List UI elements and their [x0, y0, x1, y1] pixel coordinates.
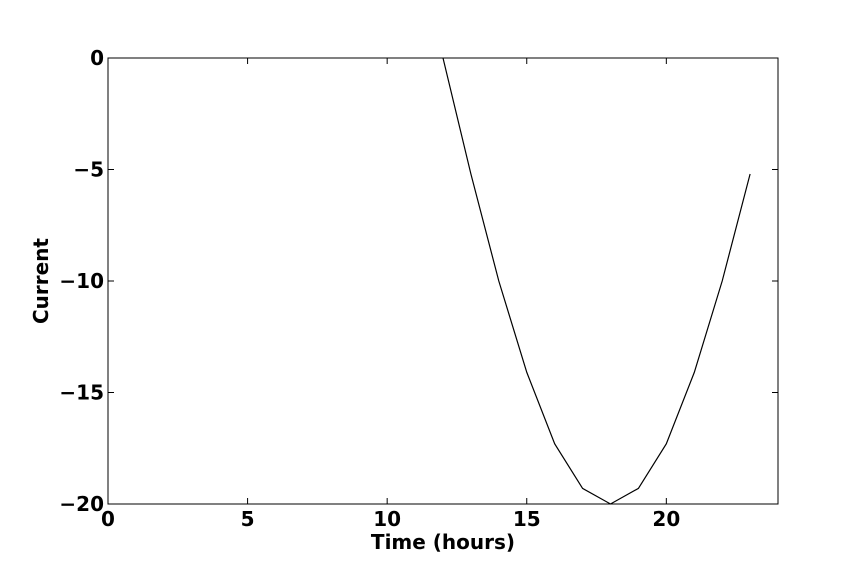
x-tick-label: 5 — [241, 507, 255, 531]
x-tick-label: 0 — [101, 507, 115, 531]
y-tick-label: −20 — [59, 492, 104, 516]
y-tick-label: 0 — [90, 46, 104, 70]
x-axis-label: Time (hours) — [371, 530, 515, 554]
y-tick-label: −15 — [59, 381, 104, 405]
y-axis-label: Current — [29, 238, 53, 324]
x-tick-label: 15 — [513, 507, 541, 531]
axis-ticks — [107, 57, 778, 505]
x-tick-label: 20 — [652, 507, 680, 531]
plot-area — [107, 57, 779, 505]
series-line-0 — [442, 57, 751, 505]
series-layer — [442, 57, 751, 505]
y-tick-label: −5 — [73, 158, 104, 182]
y-tick-label: −10 — [59, 269, 104, 293]
x-tick-label: 10 — [373, 507, 401, 531]
axis-tick-labels: 0 5 10 15 20 0 −5 −10 −15 −20 — [59, 46, 680, 531]
